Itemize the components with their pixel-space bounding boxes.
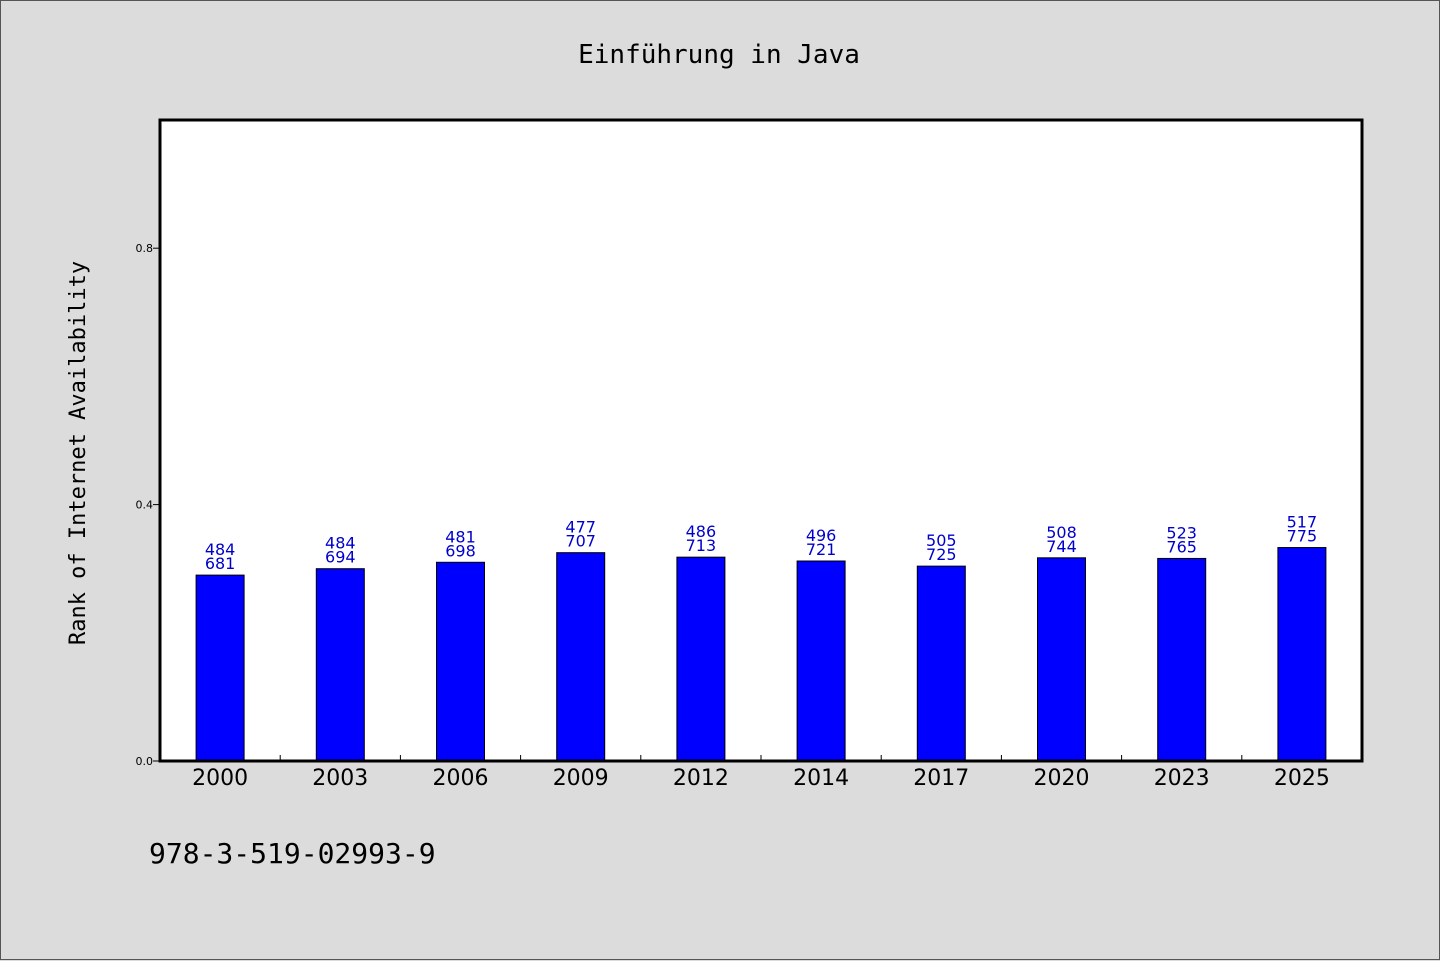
- bar-data-label-top: 481: [445, 527, 476, 546]
- bar: [436, 561, 485, 762]
- bar-data-label-bottom: 775: [1287, 527, 1318, 546]
- bar-data-label-top: 496: [806, 526, 837, 545]
- plot-border: [158, 118, 1364, 763]
- x-tick-label: 2023: [1154, 766, 1210, 791]
- bar-data-label-bottom: 765: [1166, 537, 1197, 556]
- x-tick-label: 2003: [312, 766, 368, 791]
- bar-data-label-top: 505: [926, 531, 957, 550]
- bar-data-label-top: 523: [1166, 523, 1197, 542]
- bar: [556, 552, 606, 762]
- y-axis-label: Rank of Internet Availability: [66, 261, 91, 645]
- x-tick-label: 2009: [553, 766, 609, 791]
- x-tick-label: 2017: [913, 766, 969, 791]
- bar-data-label-top: 484: [205, 540, 236, 559]
- chart-title: Einführung in Java: [578, 40, 860, 70]
- bar-data-label-top: 517: [1287, 513, 1318, 532]
- bar: [796, 560, 846, 762]
- bar-data-label-top: 508: [1046, 523, 1077, 542]
- bar-data-label-top: 477: [565, 518, 596, 537]
- y-tick-label: 0.0: [136, 755, 154, 768]
- bar: [1277, 547, 1327, 762]
- chart-marks: 0.00.40.84846812000484694200348169820064…: [136, 242, 1330, 791]
- x-tick-label: 2025: [1274, 766, 1330, 791]
- bar-data-label-bottom: 698: [445, 541, 476, 560]
- bar-data-label-bottom: 707: [565, 532, 596, 551]
- bar-data-label-bottom: 725: [926, 545, 957, 564]
- bar: [1157, 557, 1207, 762]
- bar: [315, 568, 365, 762]
- x-tick-label: 2006: [433, 766, 489, 791]
- x-tick-label: 2020: [1034, 766, 1090, 791]
- x-tick-label: 2000: [192, 766, 248, 791]
- bar: [1037, 557, 1086, 762]
- bar-data-label-bottom: 713: [686, 536, 717, 555]
- bar-data-label-bottom: 721: [806, 540, 837, 559]
- bar-data-label-top: 486: [686, 522, 717, 541]
- bar: [195, 574, 245, 762]
- footer-isbn: 978-3-519-02993-9: [149, 837, 436, 870]
- bar-data-label-bottom: 744: [1046, 537, 1077, 556]
- y-tick-label: 0.4: [136, 499, 154, 512]
- bar: [676, 556, 726, 762]
- bar: [916, 565, 966, 762]
- bar-data-label-bottom: 694: [325, 548, 356, 567]
- bar-data-label-top: 484: [325, 534, 356, 553]
- x-tick-label: 2012: [673, 766, 729, 791]
- bar-data-label-bottom: 681: [205, 554, 236, 573]
- x-tick-label: 2014: [793, 766, 849, 791]
- y-tick-label: 0.8: [136, 242, 154, 255]
